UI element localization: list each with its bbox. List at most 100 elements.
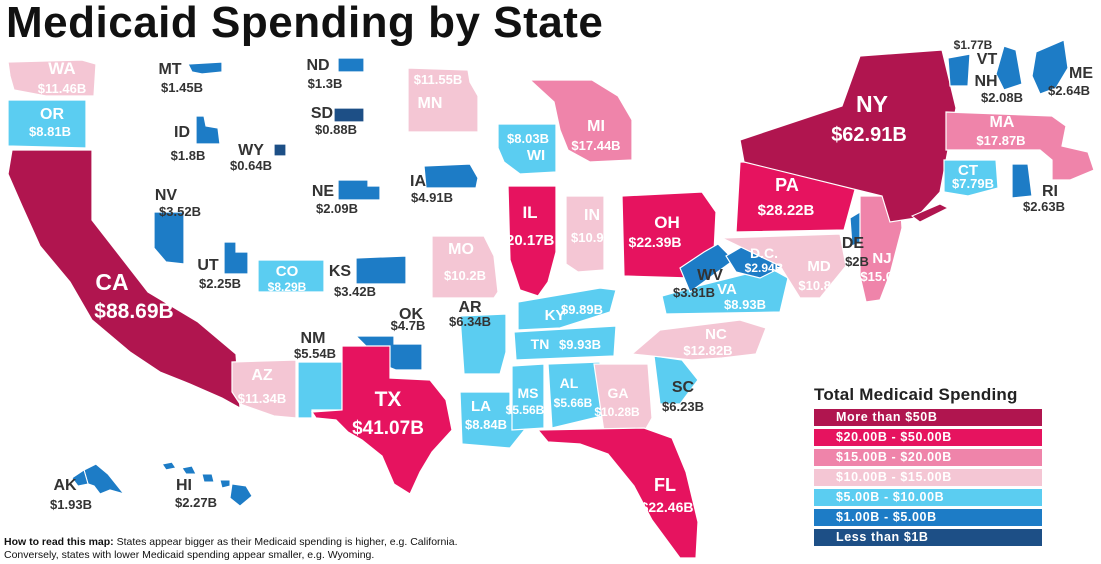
- state-label-mi: MI: [587, 118, 605, 135]
- state-value-va: $8.93B: [724, 297, 766, 312]
- state-label-ct: CT: [958, 162, 978, 179]
- state-mi: [528, 79, 633, 163]
- state-value-ak: $1.93B: [50, 497, 92, 512]
- state-value-wy: $0.64B: [230, 158, 272, 173]
- state-value-mi: $17.44B: [571, 138, 620, 153]
- state-hi-part: [219, 479, 231, 489]
- legend-item-under1: Less than $1B: [814, 529, 1042, 546]
- state-ms: [511, 363, 545, 431]
- state-sd: [333, 107, 365, 123]
- state-or: [7, 99, 87, 149]
- state-label-ar: AR: [458, 299, 482, 316]
- state-value-mn: $11.55B: [414, 72, 462, 87]
- state-value-mo: $10.2B: [444, 268, 486, 283]
- state-value-ut: $2.25B: [199, 276, 241, 291]
- state-value-ct: $7.79B: [952, 176, 994, 191]
- state-hi-part: [229, 483, 253, 507]
- state-label-az: AZ: [251, 367, 273, 384]
- legend-item-b10_15: $10.00B - $15.00B: [814, 469, 1042, 486]
- state-value-hi: $2.27B: [175, 495, 217, 510]
- state-label-ca: CA: [95, 269, 128, 295]
- state-label-nd: ND: [306, 57, 329, 74]
- state-ky: [517, 287, 617, 331]
- how-to-read-text-1: States appear bigger as their Medicaid s…: [116, 536, 458, 548]
- state-label-nm: NM: [301, 330, 326, 347]
- state-value-or: $8.81B: [29, 124, 71, 139]
- state-label-nh: NH: [974, 73, 997, 90]
- state-label-mn: MN: [418, 95, 443, 112]
- state-value-ok: $4.7B: [391, 318, 426, 333]
- state-value-dc: $2.94B: [745, 261, 784, 275]
- state-hi-part: [181, 465, 197, 475]
- state-nv: [153, 211, 185, 265]
- how-to-read-line-2: Conversely, states with lower Medicaid s…: [4, 548, 375, 561]
- state-ak-part: [71, 469, 89, 487]
- legend-item-over50: More than $50B: [814, 409, 1042, 426]
- state-label-tn: TN: [531, 336, 550, 352]
- state-mt: [187, 61, 223, 75]
- how-to-read-note: How to read this map: States appear bigg…: [4, 536, 457, 561]
- state-value-ar: $6.34B: [449, 314, 491, 329]
- state-label-wa: WA: [48, 59, 75, 78]
- state-sc: [653, 355, 699, 405]
- state-ut: [223, 241, 249, 275]
- state-value-wa: $11.46B: [38, 81, 86, 96]
- state-value-ky: $9.89B: [561, 302, 603, 317]
- state-label-ok: OK: [399, 306, 423, 323]
- state-value-ma: $17.87B: [976, 133, 1025, 148]
- state-ct: [943, 159, 999, 197]
- state-label-vt: VT: [977, 51, 998, 68]
- state-value-ne: $2.09B: [316, 201, 358, 216]
- state-fl: [536, 427, 699, 559]
- state-tn: [513, 325, 617, 361]
- state-ca: [7, 149, 241, 410]
- state-tx: [310, 345, 453, 495]
- state-value-nj: $15.08B: [860, 269, 909, 284]
- state-label-ms: MS: [518, 385, 539, 401]
- state-label-ne: NE: [312, 183, 335, 200]
- state-label-wy: WY: [238, 142, 264, 159]
- state-label-ia: IA: [410, 173, 426, 190]
- state-value-ga: $10.28B: [594, 405, 640, 419]
- state-value-id: $1.8B: [171, 148, 206, 163]
- state-label-la: LA: [471, 398, 491, 415]
- state-label-ri: RI: [1042, 183, 1058, 200]
- legend-rows: More than $50B $20.00B - $50.00B $15.00B -…: [814, 409, 1042, 546]
- state-value-oh: $22.39B: [629, 234, 682, 250]
- state-value-md: $10.82B: [798, 278, 847, 293]
- state-ny-part: [911, 203, 950, 223]
- state-value-ny: $62.91B: [831, 124, 907, 146]
- state-co: [257, 259, 325, 293]
- state-value-tx: $41.07B: [352, 418, 424, 439]
- state-mn: [407, 67, 479, 133]
- state-label-or: OR: [40, 106, 64, 123]
- state-value-nd: $1.3B: [308, 76, 343, 91]
- state-label-md: MD: [807, 258, 830, 275]
- state-value-wv: $3.81B: [673, 285, 715, 300]
- state-label-mo: MO: [448, 241, 474, 258]
- state-label-pa: PA: [775, 175, 799, 195]
- state-label-in: IN: [584, 207, 600, 224]
- state-me: [1031, 39, 1069, 95]
- state-label-nc: NC: [705, 326, 727, 343]
- state-value-ca: $88.69B: [94, 300, 173, 323]
- state-value-tn: $9.93B: [559, 337, 601, 352]
- state-label-nv: NV: [155, 187, 178, 204]
- state-value-ri: $2.63B: [1023, 199, 1065, 214]
- state-label-sd: SD: [311, 105, 333, 122]
- state-ar: [459, 313, 507, 375]
- state-label-il: IL: [522, 203, 537, 222]
- state-label-fl: FL: [654, 475, 676, 495]
- state-value-ms: $5.56B: [506, 403, 545, 417]
- state-value-nm: $5.54B: [294, 346, 336, 361]
- legend-title: Total Medicaid Spending: [814, 385, 1018, 404]
- state-label-mt: MT: [158, 61, 181, 78]
- legend-item-b15_20: $15.00B - $20.00B: [814, 449, 1042, 466]
- how-to-read-lead: How to read this map:: [4, 536, 114, 548]
- state-label-oh: OH: [654, 213, 680, 232]
- state-ga: [593, 363, 653, 433]
- state-nh: [995, 45, 1023, 91]
- state-az: [231, 359, 297, 419]
- state-value-nv: $3.52B: [159, 204, 201, 219]
- state-label-ny: NY: [856, 91, 888, 117]
